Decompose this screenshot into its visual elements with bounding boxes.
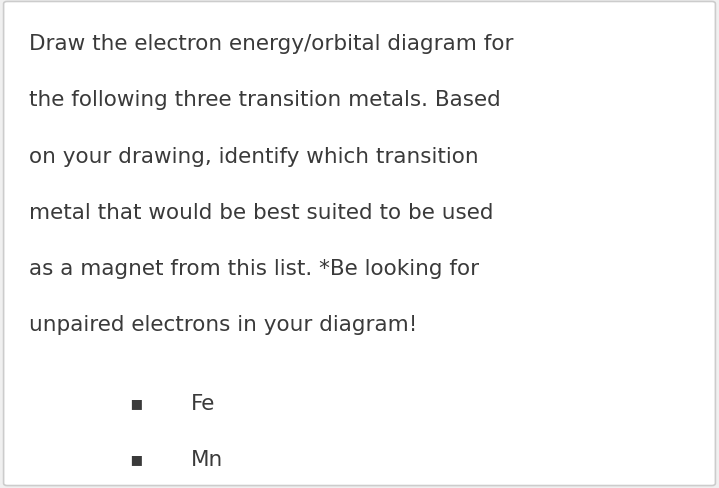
Text: Mn: Mn [191,449,223,469]
Text: Fe: Fe [191,393,215,413]
Text: metal that would be best suited to be used: metal that would be best suited to be us… [29,203,493,223]
FancyBboxPatch shape [4,2,715,486]
Text: Draw the electron energy/orbital diagram for: Draw the electron energy/orbital diagram… [29,34,513,54]
Text: ▪: ▪ [129,449,143,468]
Text: unpaired electrons in your diagram!: unpaired electrons in your diagram! [29,315,417,335]
Text: as a magnet from this list. *Be looking for: as a magnet from this list. *Be looking … [29,259,479,279]
Text: on your drawing, identify which transition: on your drawing, identify which transiti… [29,146,478,166]
Text: the following three transition metals. Based: the following three transition metals. B… [29,90,500,110]
Text: ▪: ▪ [129,393,143,412]
